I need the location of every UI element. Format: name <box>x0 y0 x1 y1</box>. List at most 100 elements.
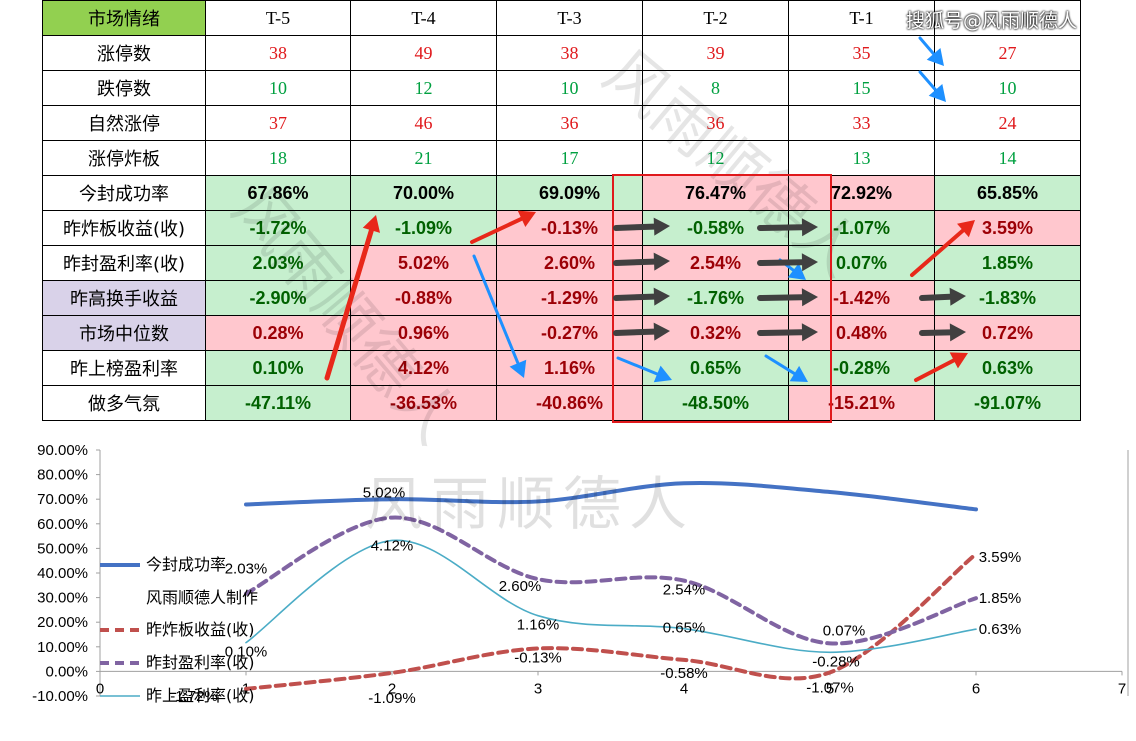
table-cell[interactable]: 2.54% <box>642 245 789 281</box>
table-cell[interactable]: 0.72% <box>934 315 1081 351</box>
legend-note: 风雨顺德人制作 <box>146 588 258 607</box>
y-tick-label: 50.00% <box>37 540 88 557</box>
table-cell[interactable]: 1.16% <box>496 350 643 386</box>
table-cell[interactable]: 39 <box>642 35 789 71</box>
table-cell[interactable]: 33 <box>788 105 935 141</box>
table-cell[interactable]: 21 <box>350 140 497 176</box>
table-cell[interactable]: -1.07% <box>788 210 935 246</box>
table-cell[interactable]: 46 <box>350 105 497 141</box>
data-label: -1.09% <box>368 690 416 707</box>
table-cell[interactable]: -1.83% <box>934 280 1081 316</box>
x-tick-label: 6 <box>972 680 980 697</box>
data-label: 1.85% <box>979 590 1022 607</box>
table-cell[interactable]: 72.92% <box>788 175 935 211</box>
table-cell[interactable]: 69.09% <box>496 175 643 211</box>
row-label[interactable]: 做多气氛 <box>42 385 206 421</box>
table-cell[interactable]: 12 <box>350 70 497 106</box>
table-cell[interactable]: 27 <box>934 35 1081 71</box>
table-cell[interactable]: 49 <box>350 35 497 71</box>
table-cell[interactable]: 67.86% <box>205 175 351 211</box>
table-cell[interactable]: 0.28% <box>205 315 351 351</box>
table-header-row: 市场情绪 T-5 T-4 T-3 T-2 T-1 <box>42 0 1081 36</box>
table-cell[interactable]: 0.07% <box>788 245 935 281</box>
table-cell[interactable]: 0.32% <box>642 315 789 351</box>
table-cell[interactable]: 38 <box>205 35 351 71</box>
row-label[interactable]: 市场中位数 <box>42 315 206 351</box>
x-tick-label: 2 <box>388 680 396 697</box>
column-header[interactable]: T-4 <box>350 0 497 36</box>
table-cell[interactable]: 0.63% <box>934 350 1081 386</box>
source-watermark: 搜狐号@风雨顺德人 <box>906 10 1078 32</box>
table-cell[interactable]: 17 <box>496 140 643 176</box>
row-label[interactable]: 今封成功率 <box>42 175 206 211</box>
row-label[interactable]: 昨上榜盈利率 <box>42 350 206 386</box>
table-cell[interactable]: -1.42% <box>788 280 935 316</box>
table-cell[interactable]: 14 <box>934 140 1081 176</box>
table-cell[interactable]: 1.85% <box>934 245 1081 281</box>
table-cell[interactable]: 35 <box>788 35 935 71</box>
table-cell[interactable]: -0.13% <box>496 210 643 246</box>
table-row: 昨炸板收益(收) -1.72% -1.09% -0.13% -0.58% -1.07% 3.… <box>42 210 1081 246</box>
row-label[interactable]: 昨高换手收益 <box>42 280 206 316</box>
legend-label: 昨上盈利率(收) <box>146 686 255 705</box>
table-cell[interactable]: 2.03% <box>205 245 351 281</box>
x-tick-label: 3 <box>534 680 542 697</box>
table-cell[interactable]: 18 <box>205 140 351 176</box>
data-label: 2.54% <box>663 582 706 599</box>
table-cell[interactable]: 70.00% <box>350 175 497 211</box>
data-label: -1.72% <box>170 688 218 705</box>
row-label[interactable]: 昨封盈利率(收) <box>42 245 206 281</box>
table-cell[interactable]: -2.90% <box>205 280 351 316</box>
table-cell[interactable]: -40.86% <box>496 385 643 421</box>
table-cell[interactable]: 24 <box>934 105 1081 141</box>
table-cell[interactable]: -0.28% <box>788 350 935 386</box>
table-cell[interactable]: 0.10% <box>205 350 351 386</box>
table-cell[interactable]: 10 <box>205 70 351 106</box>
table-cell[interactable]: 10 <box>496 70 643 106</box>
table-row: 做多气氛 -47.11% -36.53% -40.86% -48.50% -15.21% -… <box>42 385 1081 421</box>
row-label[interactable]: 自然涨停 <box>42 105 206 141</box>
row-label[interactable]: 跌停数 <box>42 70 206 106</box>
table-cell[interactable]: 15 <box>788 70 935 106</box>
table-cell[interactable]: -1.72% <box>205 210 351 246</box>
table-cell[interactable]: 36 <box>496 105 643 141</box>
table-cell[interactable]: 13 <box>788 140 935 176</box>
y-tick-label: 20.00% <box>37 614 88 631</box>
table-cell[interactable]: 65.85% <box>934 175 1081 211</box>
table-cell[interactable]: -48.50% <box>642 385 789 421</box>
x-tick-label: 0 <box>96 680 104 697</box>
table-cell[interactable]: -91.07% <box>934 385 1081 421</box>
table-cell[interactable]: 8 <box>642 70 789 106</box>
column-header[interactable]: T-5 <box>205 0 351 36</box>
table-cell[interactable]: 76.47% <box>642 175 789 211</box>
column-header[interactable]: T-1 <box>788 0 935 36</box>
data-label: 1.16% <box>517 617 560 634</box>
table-cell[interactable]: -15.21% <box>788 385 935 421</box>
table-cell[interactable]: -0.88% <box>350 280 497 316</box>
table-cell[interactable]: 5.02% <box>350 245 497 281</box>
table-cell[interactable]: -0.58% <box>642 210 789 246</box>
table-cell[interactable]: -1.76% <box>642 280 789 316</box>
table-cell[interactable]: 4.12% <box>350 350 497 386</box>
table-cell[interactable]: 37 <box>205 105 351 141</box>
table-cell[interactable]: 0.48% <box>788 315 935 351</box>
table-cell[interactable]: 0.65% <box>642 350 789 386</box>
table-cell[interactable]: -36.53% <box>350 385 497 421</box>
table-cell[interactable]: -1.09% <box>350 210 497 246</box>
table-cell[interactable]: 38 <box>496 35 643 71</box>
table-cell[interactable]: 12 <box>642 140 789 176</box>
row-label[interactable]: 涨停数 <box>42 35 206 71</box>
table-corner-label[interactable]: 市场情绪 <box>42 0 206 36</box>
column-header[interactable]: T-2 <box>642 0 789 36</box>
row-label[interactable]: 涨停炸板 <box>42 140 206 176</box>
table-cell[interactable]: 10 <box>934 70 1081 106</box>
row-label[interactable]: 昨炸板收益(收) <box>42 210 206 246</box>
table-cell[interactable]: 36 <box>642 105 789 141</box>
table-cell[interactable]: -1.29% <box>496 280 643 316</box>
column-header[interactable]: T-3 <box>496 0 643 36</box>
table-cell[interactable]: -47.11% <box>205 385 351 421</box>
table-cell[interactable]: 2.60% <box>496 245 643 281</box>
table-cell[interactable]: 0.96% <box>350 315 497 351</box>
table-cell[interactable]: 3.59% <box>934 210 1081 246</box>
table-cell[interactable]: -0.27% <box>496 315 643 351</box>
